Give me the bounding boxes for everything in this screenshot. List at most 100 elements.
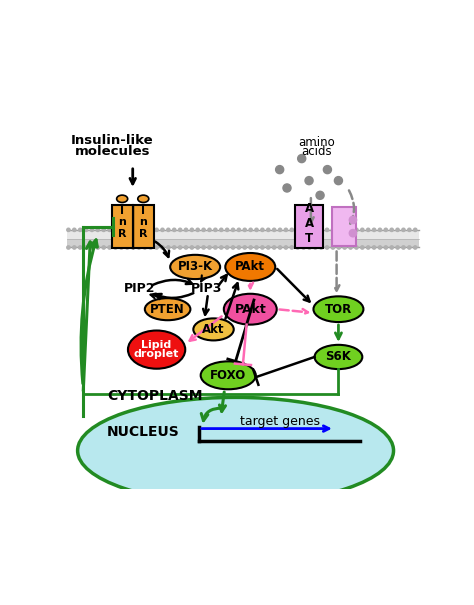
Circle shape: [278, 246, 282, 249]
Circle shape: [384, 246, 387, 249]
Circle shape: [331, 228, 335, 232]
Circle shape: [384, 228, 387, 232]
Circle shape: [266, 228, 270, 232]
Circle shape: [323, 166, 331, 174]
Circle shape: [275, 166, 284, 174]
Circle shape: [261, 246, 264, 249]
Bar: [332, 208, 356, 246]
Circle shape: [237, 246, 240, 249]
Circle shape: [202, 246, 205, 249]
Circle shape: [355, 228, 358, 232]
Circle shape: [249, 228, 252, 232]
Circle shape: [79, 228, 82, 232]
Circle shape: [243, 246, 246, 249]
Circle shape: [84, 246, 88, 249]
Text: FOXO: FOXO: [210, 369, 246, 382]
Circle shape: [331, 246, 335, 249]
Circle shape: [413, 246, 417, 249]
Circle shape: [337, 228, 340, 232]
Circle shape: [296, 228, 299, 232]
Circle shape: [67, 228, 70, 232]
Circle shape: [243, 228, 246, 232]
Circle shape: [355, 246, 358, 249]
Ellipse shape: [313, 296, 364, 322]
Circle shape: [408, 246, 411, 249]
Circle shape: [149, 246, 152, 249]
Circle shape: [290, 246, 293, 249]
Circle shape: [214, 228, 217, 232]
Circle shape: [137, 246, 141, 249]
Circle shape: [343, 228, 346, 232]
Circle shape: [143, 246, 146, 249]
Circle shape: [366, 228, 370, 232]
Circle shape: [349, 216, 356, 224]
Circle shape: [255, 246, 258, 249]
Circle shape: [73, 228, 76, 232]
Circle shape: [208, 228, 211, 232]
Ellipse shape: [225, 253, 275, 281]
Circle shape: [114, 246, 117, 249]
Circle shape: [126, 246, 129, 249]
Circle shape: [208, 246, 211, 249]
Circle shape: [108, 246, 111, 249]
Circle shape: [408, 228, 411, 232]
Circle shape: [298, 154, 306, 163]
Text: PIP3: PIP3: [191, 283, 222, 295]
Circle shape: [178, 246, 182, 249]
Circle shape: [337, 246, 340, 249]
Circle shape: [173, 246, 176, 249]
Text: Akt: Akt: [202, 323, 225, 336]
Circle shape: [202, 228, 205, 232]
Circle shape: [283, 184, 291, 192]
Circle shape: [413, 228, 417, 232]
Circle shape: [266, 246, 270, 249]
Circle shape: [278, 228, 282, 232]
Ellipse shape: [315, 345, 362, 369]
Ellipse shape: [78, 397, 393, 504]
Circle shape: [273, 228, 276, 232]
Circle shape: [349, 246, 352, 249]
Circle shape: [334, 177, 343, 185]
Circle shape: [316, 191, 324, 200]
Circle shape: [261, 228, 264, 232]
Text: acids: acids: [301, 145, 332, 158]
Circle shape: [402, 246, 405, 249]
Bar: [111, 206, 133, 247]
Ellipse shape: [128, 330, 185, 368]
Circle shape: [126, 228, 129, 232]
Circle shape: [73, 246, 76, 249]
Circle shape: [196, 228, 200, 232]
Circle shape: [378, 228, 382, 232]
Circle shape: [131, 228, 135, 232]
Circle shape: [173, 228, 176, 232]
Text: I
n
R: I n R: [118, 206, 127, 239]
Ellipse shape: [201, 361, 256, 389]
Circle shape: [119, 246, 123, 249]
Text: S6K: S6K: [326, 350, 351, 364]
Circle shape: [90, 246, 93, 249]
Circle shape: [308, 228, 311, 232]
Circle shape: [167, 246, 170, 249]
Text: PI3-K: PI3-K: [178, 261, 213, 273]
Circle shape: [161, 228, 164, 232]
Circle shape: [67, 246, 70, 249]
Circle shape: [167, 228, 170, 232]
Circle shape: [196, 246, 200, 249]
Text: PTEN: PTEN: [150, 302, 185, 316]
Circle shape: [84, 228, 88, 232]
Circle shape: [349, 228, 352, 232]
Circle shape: [343, 246, 346, 249]
Circle shape: [226, 228, 229, 232]
Circle shape: [325, 228, 328, 232]
Circle shape: [137, 228, 141, 232]
Circle shape: [184, 246, 188, 249]
Circle shape: [219, 228, 223, 232]
Circle shape: [96, 246, 100, 249]
Circle shape: [108, 228, 111, 232]
Text: droplet: droplet: [134, 349, 179, 359]
Circle shape: [308, 246, 311, 249]
Text: PAkt: PAkt: [235, 261, 265, 273]
Circle shape: [325, 246, 328, 249]
Circle shape: [319, 246, 323, 249]
Circle shape: [161, 246, 164, 249]
